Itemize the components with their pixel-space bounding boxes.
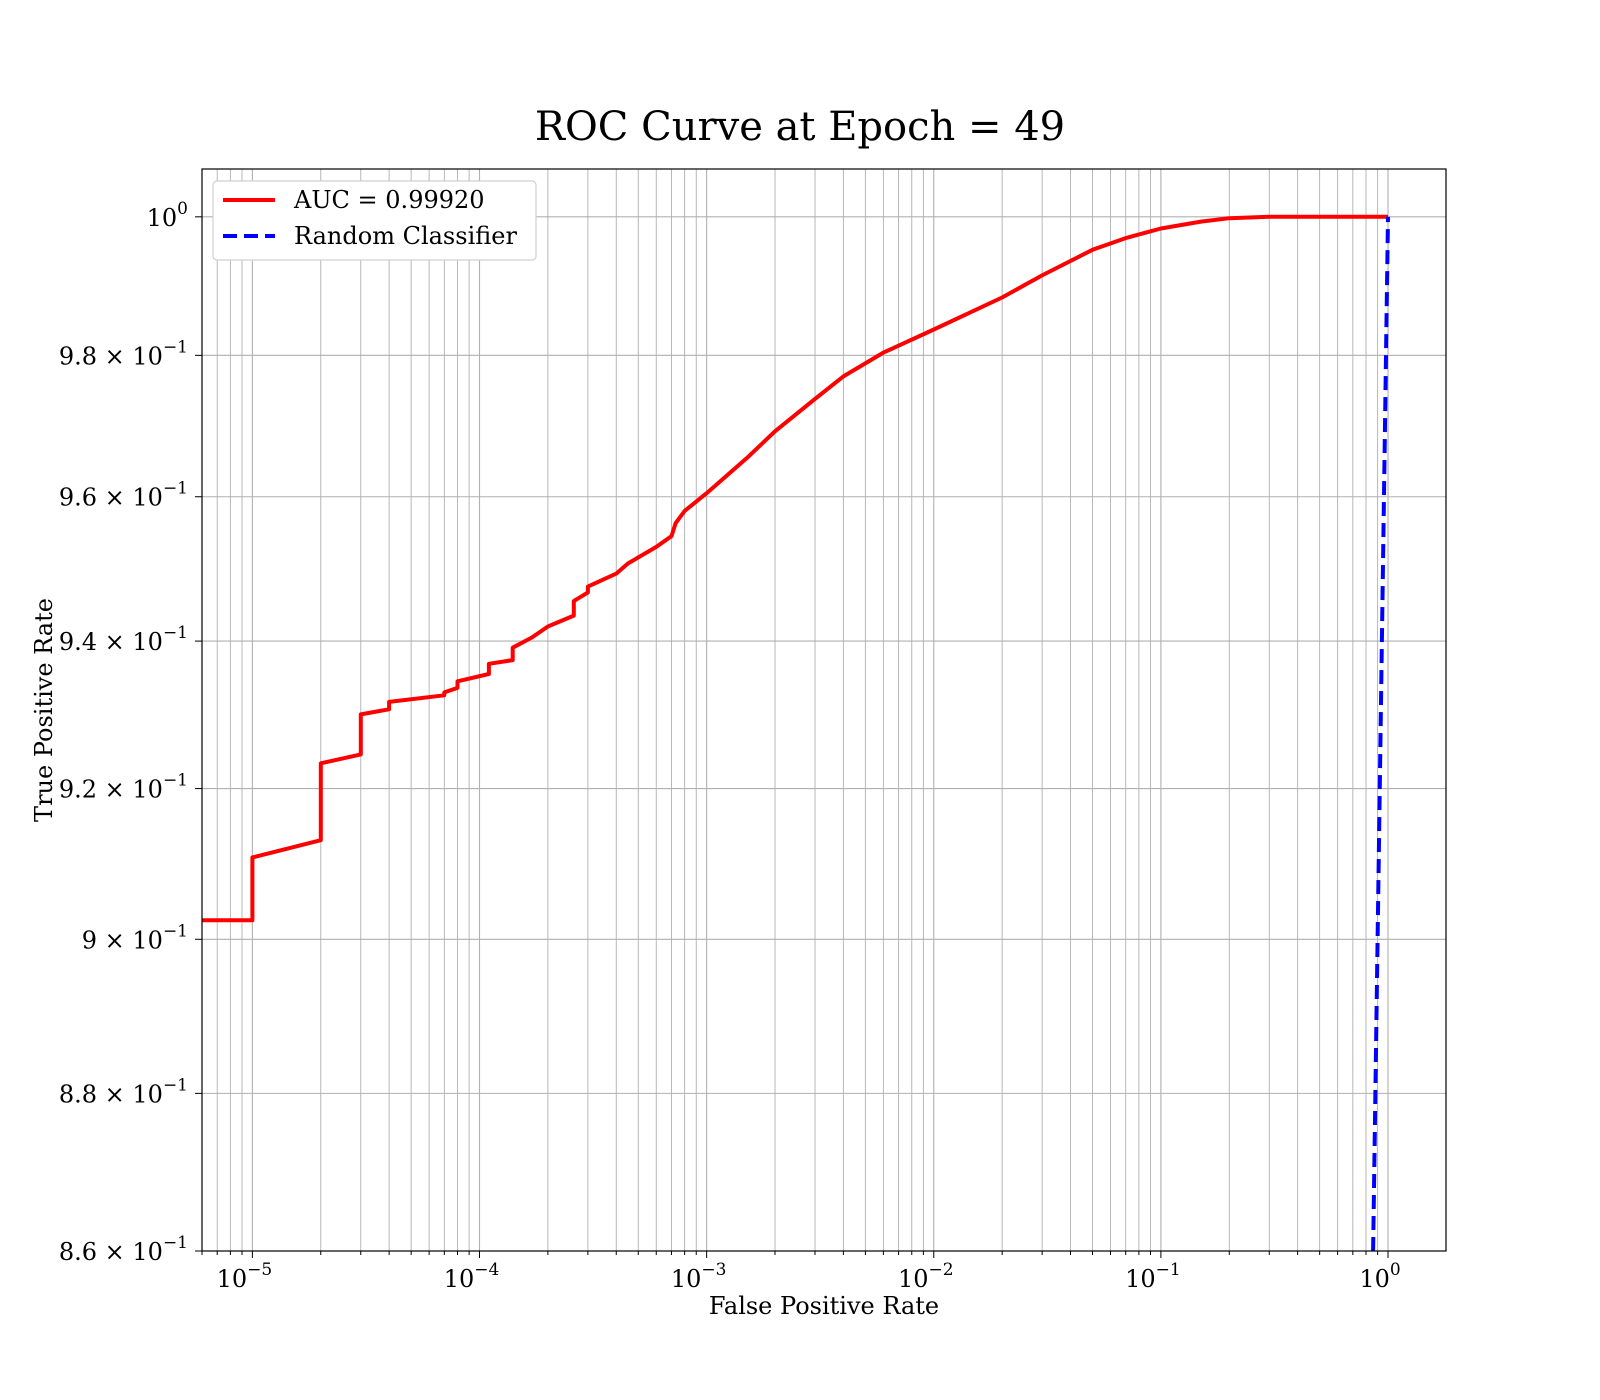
plot-frame [201, 168, 1447, 1252]
series-lines [202, 214, 1390, 1252]
chart-title: ROC Curve at Epoch = 49 [534, 104, 1066, 150]
legend-box [212, 180, 537, 261]
x-tick-label: 10−1 [1125, 1260, 1181, 1293]
roc-curve-line [202, 214, 1388, 923]
y-tick-label: 9.8 × 10−1 [59, 337, 188, 370]
x-tick-label: 10−5 [217, 1260, 273, 1293]
y-tick-label: 9.2 × 10−1 [59, 771, 188, 804]
y-tick-label: 9.4 × 10−1 [59, 623, 188, 656]
x-axis-label: False Positive Rate [709, 1292, 939, 1320]
legend-label-auc: AUC = 0.99920 [293, 186, 485, 214]
x-tick-label: 10−2 [898, 1260, 954, 1293]
y-tick-label: 100 [147, 199, 188, 232]
random-classifier-line [1371, 216, 1390, 1252]
y-tick-label: 9 × 10−1 [82, 921, 188, 954]
axis-ticks: 100 9.8 × 10−1 9.6 × 10−1 9.4 × 10−1 9.2 × 1… [59, 199, 1401, 1293]
y-tick-label: 8.6 × 10−1 [59, 1233, 188, 1266]
y-tick-label: 8.8 × 10−1 [59, 1075, 188, 1108]
x-tick-label: 10−3 [671, 1260, 727, 1293]
x-tick-label: 10−4 [444, 1260, 500, 1293]
legend-label-random: Random Classifier [294, 222, 517, 250]
y-axis-label: True Positive Rate [30, 598, 58, 822]
legend: AUC = 0.99920 Random Classifier [212, 180, 537, 261]
x-tick-label: 100 [1359, 1260, 1400, 1293]
y-tick-label: 9.6 × 10−1 [59, 479, 188, 512]
